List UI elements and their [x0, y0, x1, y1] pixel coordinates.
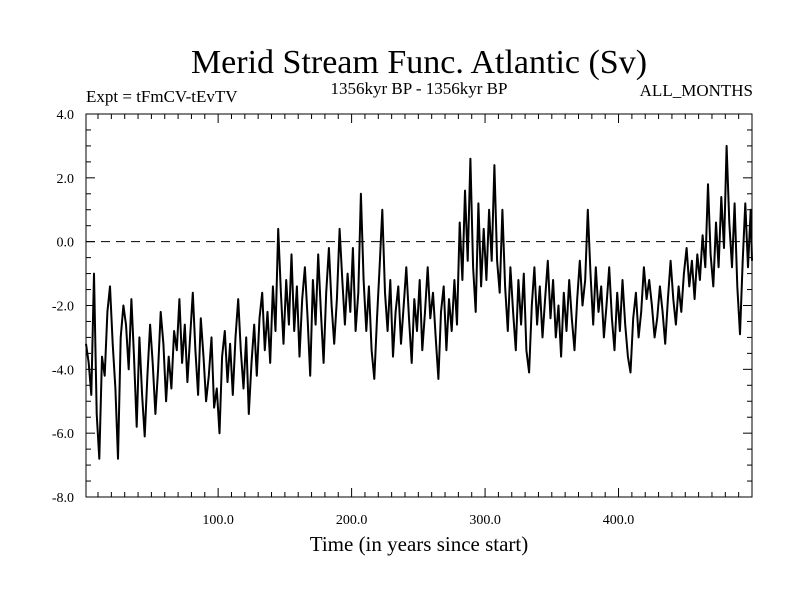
- y-tick-labels: 4.0 2.0 0.0 -2.0 -4.0 -6.0 -8.0: [52, 108, 74, 506]
- y-tick-label: -8.0: [52, 491, 74, 506]
- y-minor-ticks: [86, 129, 752, 482]
- chart-subtitle-left: Expt = tFmCV-tEvTV: [86, 87, 238, 106]
- chart-subtitle-right: ALL_MONTHS: [640, 81, 753, 100]
- y-tick-label: -2.0: [52, 300, 74, 315]
- y-tick-label: 4.0: [57, 108, 75, 123]
- y-tick-label: -4.0: [52, 363, 74, 378]
- chart-title: Merid Stream Func. Atlantic (Sv): [191, 44, 647, 81]
- y-tick-label: -6.0: [52, 427, 74, 442]
- x-tick-label: 200.0: [336, 513, 368, 528]
- y-tick-label: 0.0: [57, 236, 75, 251]
- series-line: [85, 144, 753, 460]
- chart-subtitle-center: 1356kyr BP - 1356kyr BP: [331, 79, 508, 98]
- x-axis-label: Time (in years since start): [310, 532, 529, 556]
- x-tick-label: 400.0: [603, 513, 635, 528]
- y-tick-label: 2.0: [57, 172, 75, 187]
- x-minor-ticks: [97, 114, 740, 497]
- x-tick-label: 100.0: [202, 513, 234, 528]
- x-tick-label: 300.0: [469, 513, 501, 528]
- x-tick-labels: 100.0 200.0 300.0 400.0: [202, 513, 634, 528]
